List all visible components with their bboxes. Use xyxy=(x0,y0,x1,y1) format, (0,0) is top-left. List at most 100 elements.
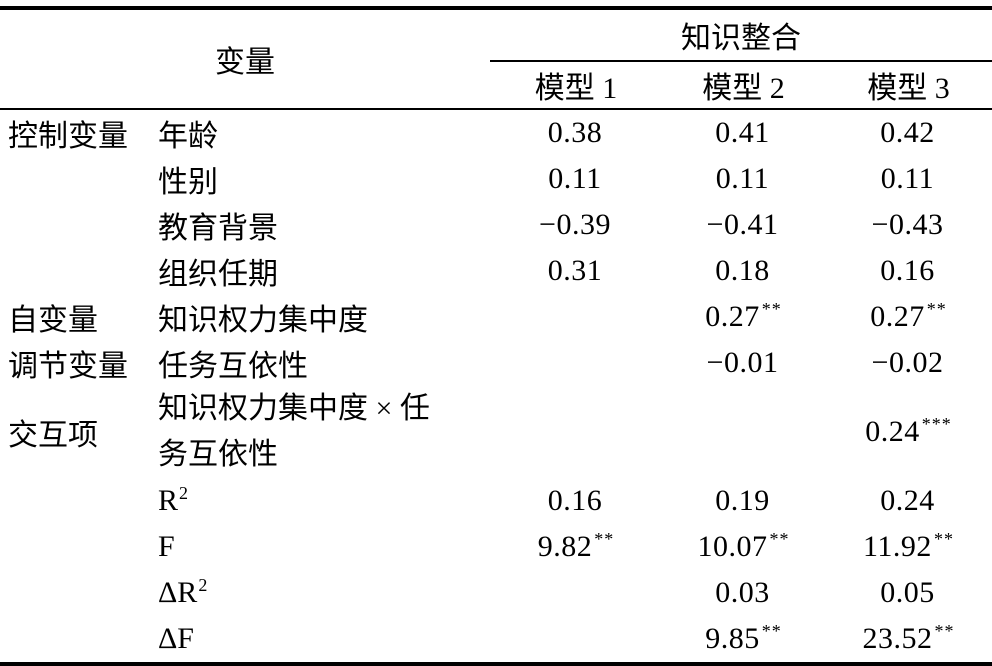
coefficient-value: 23.52 xyxy=(862,622,933,655)
table-row: 教育背景 −0.39 −0.41 −0.43 xyxy=(0,202,992,248)
coefficient-value: 0.05 xyxy=(880,576,935,609)
model-1-header: 模型 1 xyxy=(490,61,662,110)
table-row: F 9.82 ** 10.07 ** 11.92 ** xyxy=(0,524,992,570)
coefficient-value: −0.01 xyxy=(706,346,779,379)
coefficient-value: 11.92 xyxy=(863,530,932,563)
coefficient-value: 0.16 xyxy=(547,484,603,517)
row-category xyxy=(0,248,152,294)
row-category xyxy=(0,616,152,664)
cell-model3: 0.05 xyxy=(825,570,992,616)
row-variable-sup: 2 xyxy=(179,483,189,503)
cell-model2: 10.07 ** xyxy=(662,524,825,570)
cell-model3: 0.16 xyxy=(825,248,992,294)
row-variable: 任务互依性 xyxy=(152,340,490,386)
table-row: R2 0.16 0.19 0.24 xyxy=(0,478,992,524)
table-row: ΔR2 0.03 0.05 xyxy=(0,570,992,616)
cell-model1 xyxy=(490,340,662,386)
significance-stars: ** xyxy=(769,529,790,549)
row-variable-label: F xyxy=(158,530,175,563)
table-row: 性别 0.11 0.11 0.11 xyxy=(0,156,992,202)
row-variable-label: ΔF xyxy=(158,622,194,655)
row-category: 调节变量 xyxy=(8,350,128,383)
coefficient-value: 0.24 xyxy=(880,484,935,517)
cell-model1: 0.11 xyxy=(490,156,662,202)
coefficient-value: 0.18 xyxy=(715,254,770,287)
row-variable: R2 xyxy=(152,478,490,524)
header-row-group: 变量 知识整合 xyxy=(0,8,992,110)
cell-model1: 9.82 ** xyxy=(490,524,662,570)
cell-model2: −0.41 xyxy=(662,202,825,248)
model-3-header: 模型 3 xyxy=(825,61,992,110)
significance-stars: ** xyxy=(926,299,947,319)
coefficient-value: 0.16 xyxy=(880,254,935,287)
coefficient-value: 9.85 xyxy=(705,622,760,655)
significance-stars: ** xyxy=(761,621,782,641)
cell-model2: 0.11 xyxy=(662,156,825,202)
row-variable: 知识权力集中度 xyxy=(152,294,490,340)
cell-model3: 0.27 ** xyxy=(825,294,992,340)
coefficient-value: 0.19 xyxy=(715,484,770,517)
coefficient-value: 0.24 xyxy=(865,415,920,448)
row-variable: 年龄 xyxy=(152,109,490,156)
cell-model2: 0.41 xyxy=(662,109,825,156)
coefficient-value: 0.31 xyxy=(547,254,603,287)
row-variable-label: 知识权力集中度 × 任务互依性 xyxy=(158,392,430,471)
cell-model1: 0.16 xyxy=(490,478,662,524)
cell-model1: 0.38 xyxy=(490,109,662,156)
row-variable: 性别 xyxy=(152,156,490,202)
row-category xyxy=(0,570,152,616)
variable-column-header: 变量 xyxy=(0,8,490,110)
regression-table: 变量 知识整合 模型 1 模型 2 模型 3 控制变量 年龄 0.38 0.41… xyxy=(0,6,992,666)
cell-model2: 0.18 xyxy=(662,248,825,294)
cell-model3: 11.92 ** xyxy=(825,524,992,570)
cell-model1 xyxy=(490,616,662,664)
table-row: ΔF 9.85 ** 23.52 ** xyxy=(0,616,992,664)
row-variable-label: 知识权力集中度 xyxy=(158,304,368,337)
coefficient-value: 9.82 xyxy=(537,530,593,563)
row-variable-label: 组织任期 xyxy=(158,258,278,291)
coefficient-value: 0.38 xyxy=(547,116,603,149)
significance-stars: *** xyxy=(921,414,952,434)
cell-model2: 9.85 ** xyxy=(662,616,825,664)
coefficient-value: 10.07 xyxy=(697,530,768,563)
table-body: 控制变量 年龄 0.38 0.41 0.42 性别 0.11 0.11 0.11… xyxy=(0,109,992,664)
coefficient-value: 0.03 xyxy=(715,576,770,609)
row-variable-label: 性别 xyxy=(158,166,218,199)
row-variable: ΔF xyxy=(152,616,490,664)
coefficient-value: −0.02 xyxy=(871,346,944,379)
row-variable-label: 年龄 xyxy=(158,120,218,153)
cell-model3: −0.43 xyxy=(825,202,992,248)
cell-model3: 0.24 *** xyxy=(825,386,992,478)
row-category xyxy=(0,478,152,524)
row-variable: F xyxy=(152,524,490,570)
coefficient-value: −0.43 xyxy=(871,208,944,241)
significance-stars: ** xyxy=(761,299,782,319)
table-row: 调节变量 任务互依性 −0.01 −0.02 xyxy=(0,340,992,386)
table-header: 变量 知识整合 模型 1 模型 2 模型 3 xyxy=(0,8,992,110)
row-category: 控制变量 xyxy=(8,120,128,153)
group-column-header: 知识整合 xyxy=(490,8,992,62)
significance-stars: ** xyxy=(594,529,615,549)
row-variable: 知识权力集中度 × 任务互依性 xyxy=(152,386,490,478)
cell-model3: 23.52 ** xyxy=(825,616,992,664)
row-variable-label: ΔR xyxy=(158,576,198,609)
significance-stars: ** xyxy=(933,529,954,549)
cell-model3: 0.24 xyxy=(825,478,992,524)
coefficient-value: 0.11 xyxy=(880,162,935,195)
coefficient-value: 0.41 xyxy=(715,116,770,149)
coefficient-value: 0.27 xyxy=(705,300,760,333)
row-variable-label: 任务互依性 xyxy=(158,350,308,383)
model-2-header: 模型 2 xyxy=(662,61,825,110)
cell-model1 xyxy=(490,570,662,616)
cell-model3: 0.11 xyxy=(825,156,992,202)
coefficient-value: 0.27 xyxy=(870,300,925,333)
coefficient-value: −0.39 xyxy=(539,208,611,241)
cell-model1: 0.31 xyxy=(490,248,662,294)
cell-model1 xyxy=(490,386,662,478)
row-category xyxy=(0,524,152,570)
row-category xyxy=(0,202,152,248)
header-row-models: 模型 1 模型 2 模型 3 xyxy=(0,61,992,110)
coefficient-value: −0.41 xyxy=(706,208,779,241)
cell-model3: −0.02 xyxy=(825,340,992,386)
